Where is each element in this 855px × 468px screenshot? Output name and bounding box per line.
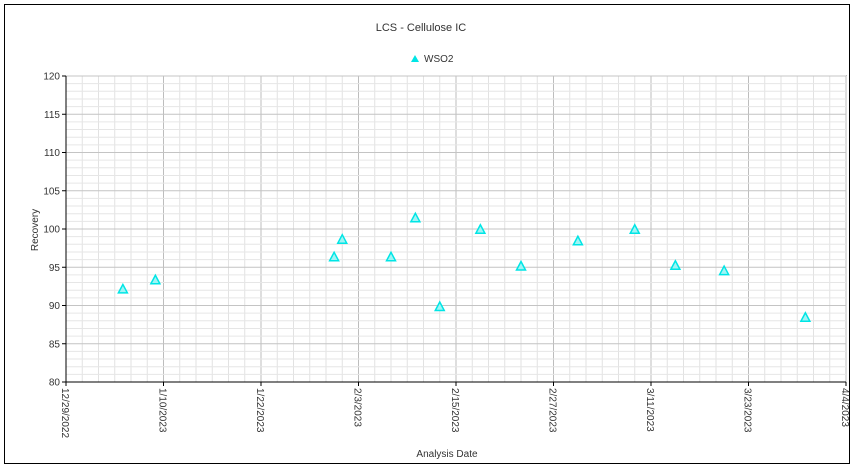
x-tick-label: 3/23/2023 (742, 388, 753, 433)
data-point-triangle (336, 233, 348, 244)
data-point-triangle (117, 282, 129, 294)
y-tick-label: 115 (44, 110, 60, 121)
x-tick-label: 12/29/2022 (59, 388, 70, 438)
y-tick-label: 120 (43, 72, 60, 83)
data-points (117, 211, 812, 322)
axes (62, 75, 847, 386)
x-tick-label: 4/4/2023 (839, 388, 850, 427)
y-tick-label: 80 (49, 378, 61, 389)
data-point-triangle (572, 234, 584, 246)
x-axis-label: Analysis Date (416, 449, 478, 460)
data-point-triangle (409, 211, 422, 223)
y-tick-label: 110 (44, 148, 60, 159)
data-point-triangle (718, 264, 730, 276)
legend: WSO2 (411, 54, 454, 65)
x-tick-label: 2/3/2023 (352, 388, 363, 427)
data-point-triangle (328, 250, 340, 262)
x-tick-label: 1/10/2023 (157, 388, 168, 433)
y-tick-label: 90 (49, 301, 61, 312)
x-tick-label: 2/15/2023 (449, 388, 460, 433)
data-point-triangle (669, 259, 682, 270)
x-tick-label: 3/11/2023 (644, 388, 655, 432)
data-point-triangle (515, 259, 527, 271)
data-point-triangle (149, 273, 162, 285)
grid-lines (65, 75, 847, 383)
x-tick-label: 2/27/2023 (547, 388, 558, 433)
legend-label: WSO2 (424, 54, 454, 65)
x-tick-label: 1/22/2023 (254, 388, 265, 433)
y-axis-label: Recovery (30, 209, 41, 251)
data-point-triangle (434, 300, 446, 312)
y-tick-label: 105 (43, 186, 60, 197)
y-tick-label: 100 (43, 225, 60, 236)
data-point-triangle (385, 250, 397, 262)
data-point-triangle (629, 223, 641, 235)
data-point-triangle (474, 223, 487, 235)
legend-marker-triangle-icon (411, 55, 419, 62)
y-tick-label: 85 (49, 339, 61, 350)
chart-title: LCS - Cellulose IC (376, 22, 467, 34)
data-point-triangle (799, 311, 812, 322)
y-tick-label: 95 (49, 263, 61, 274)
